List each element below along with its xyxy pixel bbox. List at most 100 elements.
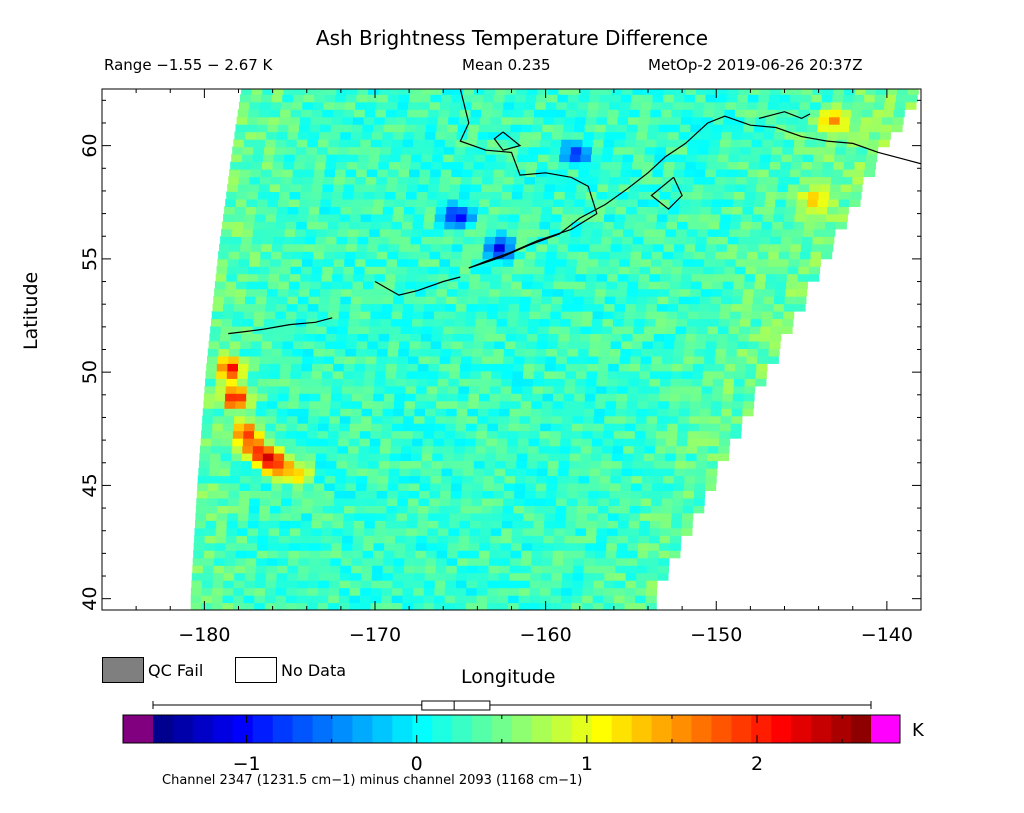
heatmap-cell [489, 542, 502, 551]
heatmap-cell [361, 565, 373, 574]
colorbar-segment [671, 715, 692, 743]
colorbar-segment [631, 715, 653, 743]
heatmap-cell [272, 468, 284, 477]
heatmap-cell [682, 505, 694, 514]
heatmap-cell [215, 378, 227, 387]
heatmap-cell [372, 408, 384, 417]
heatmap-cell [365, 505, 377, 514]
heatmap-cell [258, 370, 270, 379]
heatmap-cell [225, 542, 237, 551]
heatmap-cell [606, 281, 618, 290]
heatmap-cell [349, 423, 361, 432]
heatmap-cell [558, 460, 570, 469]
heatmap-cell [597, 370, 609, 379]
heatmap-cell [513, 176, 525, 185]
heatmap-cell [718, 228, 730, 237]
heatmap-cell [299, 198, 311, 207]
heatmap-cell [276, 296, 288, 305]
heatmap-cell [671, 370, 683, 379]
heatmap-cell [670, 191, 682, 200]
heatmap-cell [460, 355, 473, 364]
heatmap-cell [504, 169, 516, 178]
heatmap-cell [268, 527, 280, 536]
heatmap-cell [278, 198, 290, 207]
heatmap-cell [638, 385, 650, 394]
heatmap-cell [310, 385, 322, 394]
heatmap-cell [416, 535, 428, 544]
heatmap-cell [380, 221, 392, 230]
heatmap-cell [303, 169, 315, 178]
heatmap-cell [720, 415, 732, 424]
heatmap-cell [288, 198, 300, 207]
heatmap-cell [509, 565, 521, 574]
heatmap-cell [530, 296, 542, 305]
heatmap-cell [639, 183, 651, 192]
heatmap-cell [663, 475, 675, 484]
heatmap-cell [199, 453, 211, 462]
heatmap-cell [406, 378, 418, 387]
heatmap-cell [631, 475, 643, 484]
heatmap-cell [591, 445, 603, 454]
heatmap-cell [394, 542, 406, 551]
heatmap-cell [570, 445, 582, 454]
heatmap-cell [396, 266, 408, 275]
heatmap-cell [647, 206, 659, 215]
heatmap-cell [704, 355, 716, 364]
heatmap-cell [659, 535, 671, 544]
heatmap-cell [395, 273, 407, 282]
heatmap-cell [384, 116, 396, 125]
colorbar-segment [312, 715, 333, 743]
heatmap-cell [750, 228, 762, 237]
heatmap-cell [312, 101, 325, 110]
heatmap-cell [526, 161, 538, 170]
heatmap-cell [457, 288, 469, 297]
heatmap-cell [854, 89, 866, 95]
heatmap-cell [520, 131, 532, 140]
heatmap-cell [312, 258, 324, 267]
heatmap-cell [586, 183, 599, 192]
heatmap-cell [445, 415, 457, 424]
heatmap-cell [602, 146, 614, 155]
heatmap-cell [574, 542, 586, 551]
heatmap-cell [239, 482, 251, 491]
heatmap-cell [609, 355, 621, 364]
heatmap-cell [683, 176, 695, 185]
heatmap-cell [508, 303, 520, 312]
heatmap-cell [208, 340, 220, 349]
heatmap-cell [438, 370, 450, 379]
heatmap-cell [566, 176, 578, 185]
heatmap-cell [206, 363, 218, 372]
heatmap-cell [637, 550, 649, 559]
heatmap-cell [668, 296, 680, 305]
heatmap-cell [419, 475, 432, 484]
heatmap-cell [302, 497, 314, 506]
heatmap-cell [290, 266, 302, 275]
colorbar-segment [691, 715, 712, 743]
heatmap-cell [449, 109, 461, 118]
heatmap-cell [704, 101, 716, 110]
heatmap-cell [252, 228, 264, 237]
heatmap-cell [621, 243, 633, 252]
heatmap-cell [639, 109, 651, 118]
heatmap-cell [838, 198, 850, 207]
heatmap-cell [469, 535, 481, 544]
heatmap-cell [681, 378, 693, 387]
heatmap-cell [613, 146, 625, 155]
heatmap-cell [826, 131, 838, 140]
heatmap-cell [338, 311, 350, 320]
heatmap-cell [378, 89, 390, 95]
heatmap-cell [205, 527, 217, 536]
heatmap-cell [424, 572, 436, 581]
heatmap-cell [601, 228, 614, 237]
heatmap-cell [227, 512, 239, 521]
heatmap-cell [671, 266, 683, 275]
heatmap-cell [482, 176, 494, 185]
heatmap-cell [245, 408, 257, 417]
heatmap-cell [508, 602, 520, 610]
heatmap-cell [234, 415, 246, 424]
heatmap-cell [293, 161, 305, 170]
heatmap-cell [565, 512, 577, 521]
heatmap-cell [508, 423, 520, 432]
heatmap-cell [554, 273, 566, 282]
heatmap-cell [456, 206, 469, 215]
